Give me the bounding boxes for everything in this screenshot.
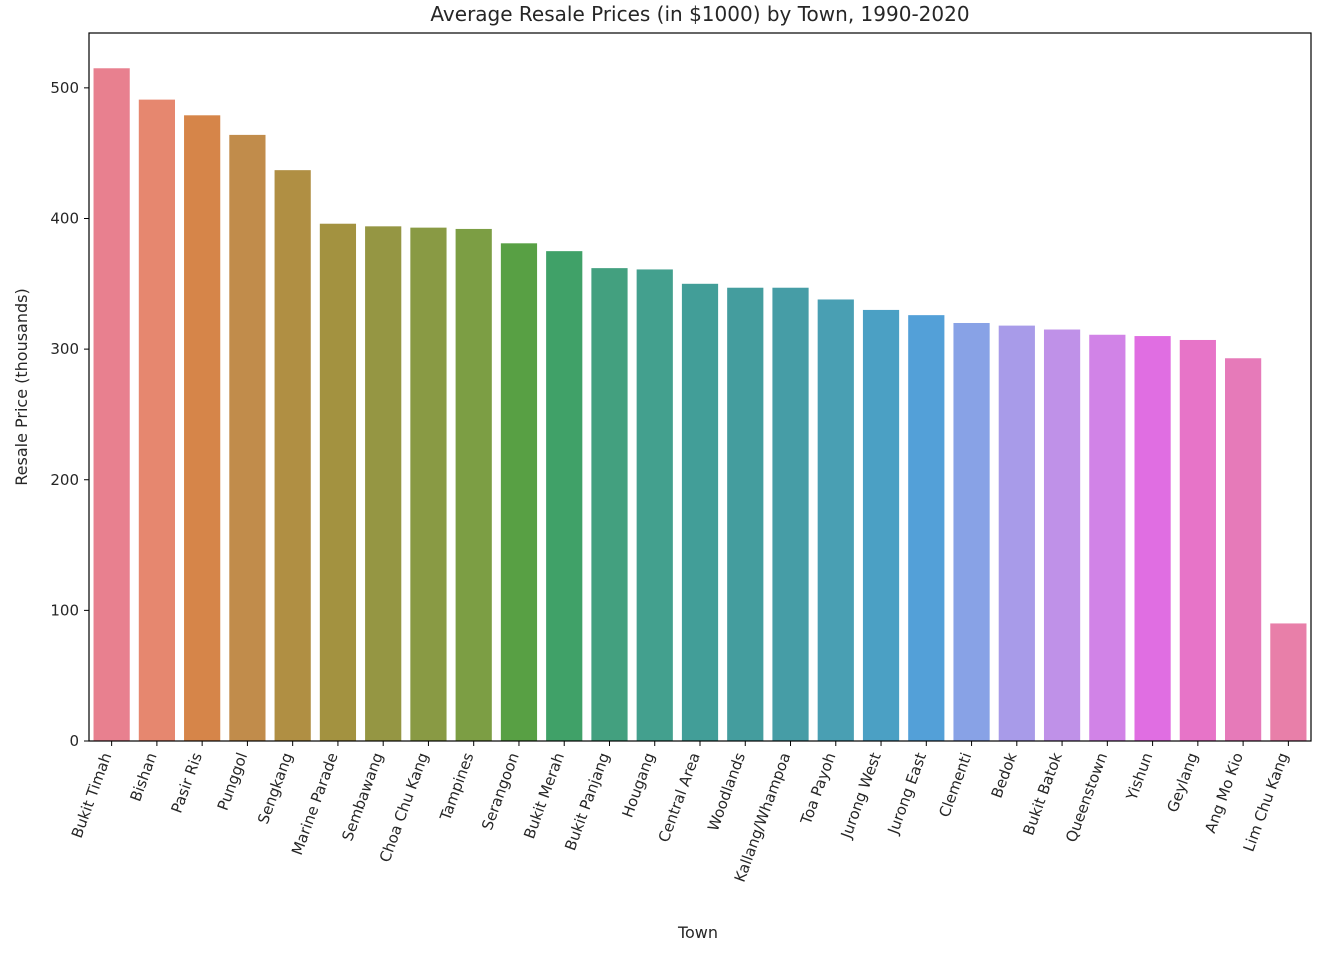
bar — [591, 268, 628, 741]
bar — [274, 170, 311, 741]
x-tick-label: Serangoon — [478, 750, 523, 832]
bar — [727, 287, 764, 741]
x-tick-label: Bishan — [126, 750, 160, 804]
bar — [1043, 329, 1081, 741]
x-tick-label: Marine Parade — [288, 750, 342, 857]
x-tick-label: Toa Payoh — [797, 750, 840, 827]
x-tick-label: Choa Chu Kang — [376, 750, 432, 864]
y-tick-label: 400 — [50, 209, 79, 227]
x-tick-label: Clementi — [935, 750, 975, 819]
bar — [319, 223, 357, 742]
x-tick-label: Yishun — [1122, 750, 1156, 803]
x-tick-label: Bukit Merah — [520, 750, 568, 841]
bar — [138, 99, 175, 742]
bar — [1089, 334, 1126, 741]
bar — [410, 227, 447, 741]
y-axis-label: Resale Price (thousands) — [12, 288, 31, 485]
bar — [1179, 339, 1216, 741]
x-tick-label: Geylang — [1163, 750, 1201, 815]
bar — [817, 299, 854, 741]
bar — [772, 287, 809, 741]
x-tick-label: Sembawang — [338, 750, 387, 843]
x-tick-label: Pasir Ris — [167, 750, 205, 815]
x-tick-label: Lim Chu Kang — [1240, 750, 1292, 854]
x-tick-label: Bukit Panjang — [561, 750, 613, 853]
x-tick-label: Bukit Batok — [1019, 750, 1066, 838]
x-tick-label: Tampines — [436, 750, 478, 824]
bar — [500, 243, 538, 741]
bar — [636, 269, 673, 741]
bar — [953, 322, 990, 741]
bar — [546, 251, 583, 741]
x-tick-label: Bukit Timah — [68, 750, 116, 840]
bar — [908, 315, 945, 741]
chart-title: Average Resale Prices (in $1000) by Town… — [430, 2, 969, 26]
y-tick-label: 200 — [50, 471, 79, 489]
bar — [1225, 358, 1262, 741]
bar — [229, 134, 266, 741]
bar — [93, 68, 130, 741]
x-tick-label: Bedok — [988, 750, 1021, 801]
bar — [681, 283, 719, 741]
x-tick-label: Sengkang — [254, 750, 296, 826]
bar — [998, 325, 1035, 741]
x-tick-label: Woodlands — [704, 750, 749, 833]
bars-layer — [93, 68, 1307, 742]
bar — [184, 115, 221, 742]
bar — [455, 228, 492, 741]
y-tick-label: 100 — [50, 601, 79, 619]
x-tick-label: Ang Mo Kio — [1201, 750, 1247, 835]
bar — [862, 309, 900, 741]
y-tick-label: 300 — [50, 340, 79, 358]
x-tick-label: Punggol — [214, 750, 251, 813]
x-axis-label: Town — [677, 923, 718, 942]
y-tick-label: 0 — [69, 732, 79, 750]
bar — [365, 226, 402, 741]
x-tick-label: Jurong East — [884, 750, 930, 837]
x-tick-label: Jurong West — [837, 750, 885, 841]
bar — [1134, 336, 1171, 741]
x-tick-label: Queenstown — [1062, 750, 1111, 844]
x-tick-label: Hougang — [618, 750, 658, 820]
x-axis: Bukit Timah Bishan Pasir Ris Punggol Sengkan… — [68, 741, 1292, 885]
y-axis: 0 100 200 300 400 500 — [50, 79, 89, 750]
plot-frame — [88, 32, 1312, 742]
x-tick-label: Central Area — [655, 750, 704, 844]
y-tick-label: 500 — [50, 79, 79, 97]
bar — [1270, 623, 1307, 741]
